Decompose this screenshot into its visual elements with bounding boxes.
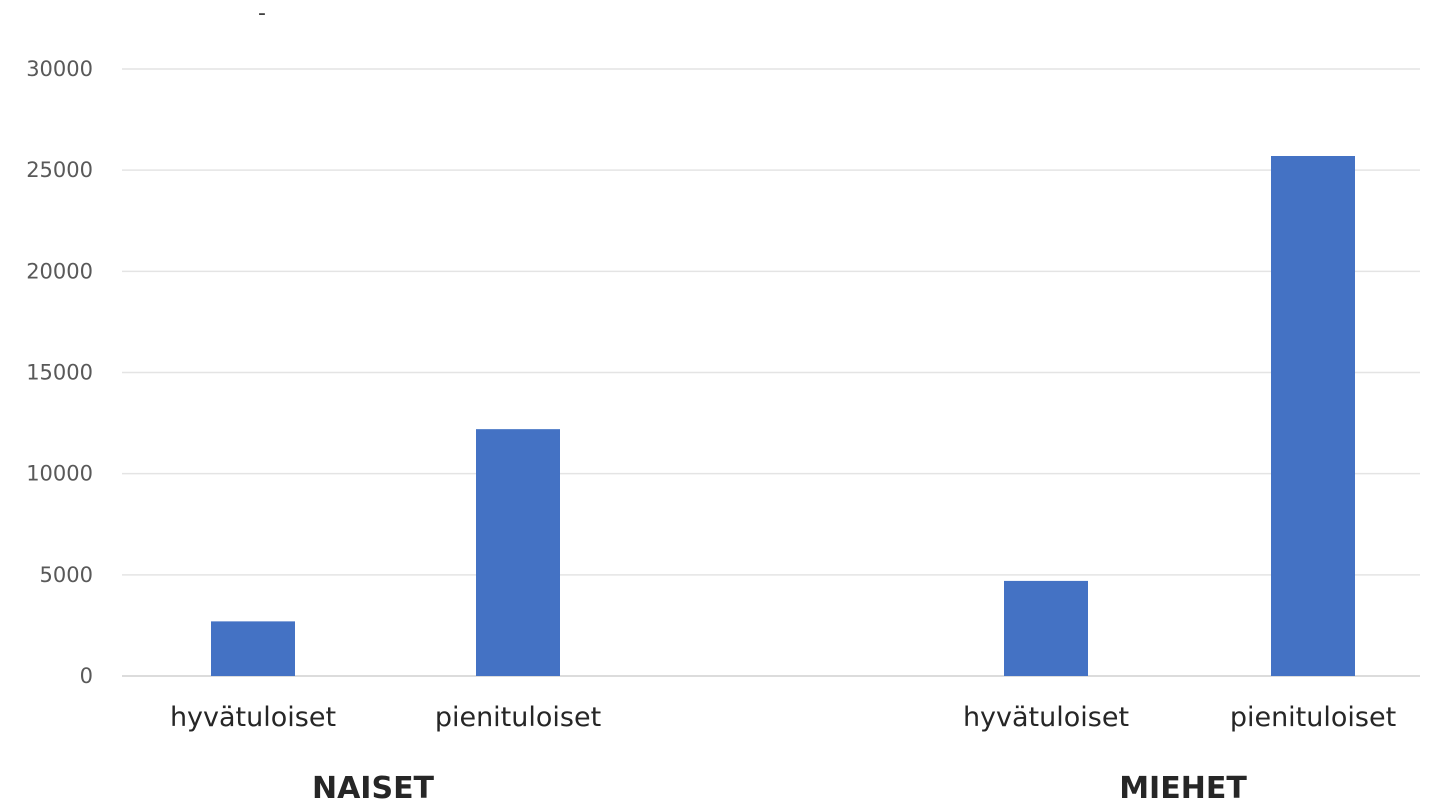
- y-tick-label: 10000: [26, 462, 93, 486]
- group-label: MIEHET: [1119, 771, 1247, 803]
- group-labels: NAISET MIEHET: [312, 771, 1247, 803]
- category-label: hyvätuloiset: [963, 702, 1129, 733]
- category-labels: hyvätuloiset pienituloiset hyvätuloiset pie…: [170, 702, 1396, 733]
- category-label: hyvätuloiset: [170, 702, 336, 733]
- gridlines: [122, 68, 1420, 677]
- y-tick-label: 25000: [26, 158, 93, 182]
- y-tick-label: 15000: [26, 361, 93, 385]
- bar: [476, 429, 560, 676]
- y-tick-label: 5000: [40, 563, 93, 587]
- y-tick-label: 0: [80, 664, 93, 688]
- title-fragment: -: [258, 1, 266, 26]
- bar: [1271, 156, 1355, 677]
- bar: [211, 621, 295, 676]
- category-label: pienituloiset: [435, 702, 601, 733]
- y-axis-ticks: 0 5000 10000 15000 20000 25000 30000: [26, 57, 93, 688]
- bar: [1004, 580, 1088, 676]
- bars: [211, 156, 1355, 677]
- category-label: pienituloiset: [1230, 702, 1396, 733]
- y-tick-label: 20000: [26, 259, 93, 283]
- y-tick-label: 30000: [26, 57, 93, 81]
- group-label: NAISET: [312, 771, 435, 803]
